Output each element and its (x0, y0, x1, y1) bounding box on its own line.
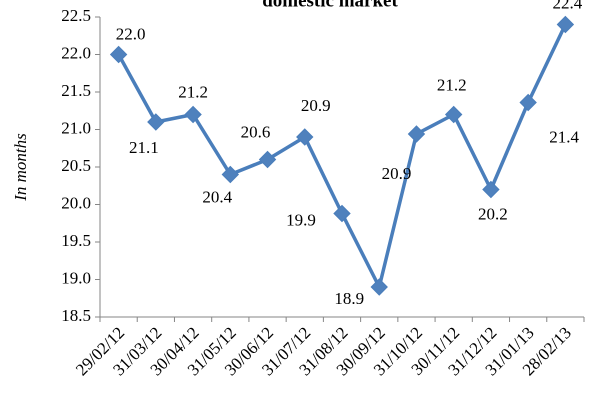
y-tick-label: 19.5 (61, 231, 91, 250)
marker (221, 165, 240, 184)
y-tick-label: 21.0 (61, 118, 91, 137)
marker (444, 105, 463, 124)
data-label: 20.6 (241, 122, 271, 141)
marker (407, 125, 426, 143)
y-tick-label: 19.0 (61, 268, 91, 287)
data-label: 19.9 (286, 210, 316, 229)
marker (258, 150, 277, 169)
marker (184, 105, 202, 124)
marker (109, 45, 128, 64)
y-tick-label: 18.5 (61, 306, 91, 325)
data-label: 20.4 (202, 187, 232, 206)
y-tick-label: 22.5 (61, 6, 91, 25)
series-line (117, 23, 567, 289)
data-label: 18.9 (334, 289, 364, 308)
data-label: 21.2 (437, 75, 467, 94)
data-label: 22.0 (116, 24, 146, 43)
marker (370, 278, 388, 296)
chart-title: domestic market (262, 0, 398, 11)
y-tick-label: 20.5 (61, 156, 91, 175)
data-label: 21.1 (129, 138, 159, 157)
marker (333, 204, 351, 223)
data-label: 20.9 (301, 96, 331, 115)
marker (147, 113, 165, 131)
data-label: 20.2 (478, 204, 508, 223)
marker (519, 93, 537, 112)
marker (296, 128, 314, 146)
data-label: 20.9 (382, 164, 412, 183)
marker (482, 180, 500, 199)
y-tick-label: 21.5 (61, 81, 91, 100)
marker (556, 15, 575, 34)
data-label: 21.2 (178, 82, 208, 101)
y-tick-label: 22.0 (61, 43, 91, 62)
y-tick-label: 20.0 (61, 193, 91, 212)
data-label: 22.4 (553, 0, 583, 12)
y-axis-label: In months (11, 133, 30, 202)
data-label: 21.4 (549, 127, 579, 146)
